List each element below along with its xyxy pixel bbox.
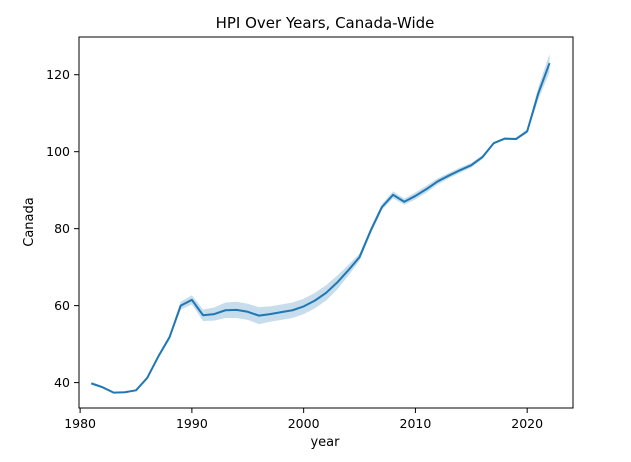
plot-area [90, 53, 551, 394]
data-point [202, 314, 204, 316]
data-point [537, 92, 539, 94]
axes-frame [78, 36, 574, 409]
data-point [381, 206, 383, 208]
data-point [180, 304, 182, 306]
data-point [526, 130, 528, 132]
axes [78, 36, 574, 409]
x-tick-label: 2020 [511, 416, 543, 431]
data-point [168, 336, 170, 338]
data-point [101, 386, 103, 388]
data-point [459, 169, 461, 171]
data-point [470, 164, 472, 166]
data-point [358, 256, 360, 258]
data-point [269, 313, 271, 315]
data-point [492, 142, 494, 144]
data-point [314, 299, 316, 301]
y-axis-label: Canada [22, 197, 37, 246]
data-point [448, 174, 450, 176]
data-point [425, 188, 427, 190]
data-point [112, 391, 114, 393]
x-tick-label: 1990 [176, 416, 208, 431]
y-tick-label: 40 [54, 375, 70, 390]
x-axis-label: year [310, 435, 340, 450]
data-point [414, 195, 416, 197]
data-point [548, 62, 550, 64]
data-point [336, 281, 338, 283]
y-tick-label: 100 [46, 144, 70, 159]
y-tick-label: 120 [46, 67, 70, 82]
chart-title: HPI Over Years, Canada-Wide [216, 14, 435, 32]
data-point [403, 201, 405, 203]
data-point [235, 309, 237, 311]
data-point [157, 355, 159, 357]
data-point [247, 311, 249, 313]
data-point [325, 292, 327, 294]
data-point [291, 309, 293, 311]
data-point [347, 269, 349, 271]
data-point [146, 377, 148, 379]
data-point [302, 305, 304, 307]
series-line [90, 62, 551, 394]
y-tick-label: 60 [54, 298, 70, 313]
y-tick-label: 80 [54, 221, 70, 236]
data-point [258, 314, 260, 316]
data-point [481, 156, 483, 158]
x-tick-label: 1980 [64, 416, 96, 431]
data-point [124, 391, 126, 393]
data-point [224, 309, 226, 311]
data-point [515, 138, 517, 140]
data-point [504, 137, 506, 139]
data-point [437, 180, 439, 182]
data-point [135, 389, 137, 391]
x-tick-label: 2000 [288, 416, 320, 431]
x-axis-ticks: 1980 1990 2000 2010 2020 [64, 408, 543, 431]
data-point [213, 313, 215, 315]
data-point [370, 229, 372, 231]
data-point [392, 194, 394, 196]
y-axis-ticks: 40 60 80 100 120 [46, 67, 79, 390]
data-point [191, 299, 193, 301]
x-tick-label: 2010 [400, 416, 432, 431]
data-point [280, 311, 282, 313]
data-point [90, 382, 92, 384]
